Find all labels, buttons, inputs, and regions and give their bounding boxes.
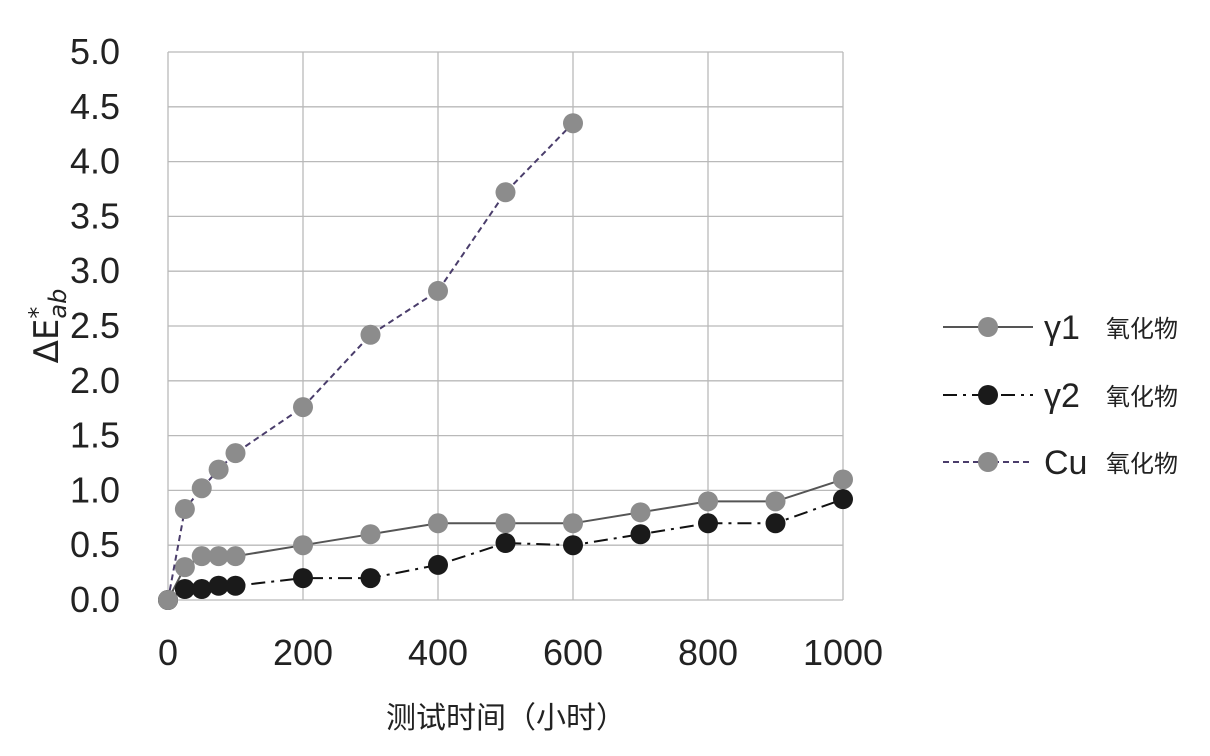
data-point — [428, 554, 448, 575]
legend-item: γ1 氧化物 — [943, 309, 1178, 347]
data-point — [495, 182, 516, 203]
x-tick-label: 0 — [158, 632, 178, 673]
y-tick-label: 3.5 — [70, 195, 120, 236]
y-tick-label: 4.0 — [70, 141, 120, 182]
data-point — [174, 579, 195, 600]
y-axis-title: ΔE*ab — [24, 289, 72, 364]
y-tick-label: 4.5 — [70, 86, 120, 127]
y-tick-label: 2.0 — [70, 360, 120, 401]
y-tick-label: 5.0 — [70, 31, 120, 72]
data-point — [208, 575, 229, 596]
legend-series-suffix: 氧化物 — [1106, 315, 1178, 343]
x-tick-label: 200 — [273, 632, 333, 673]
data-point — [191, 546, 212, 567]
data-point — [428, 513, 448, 534]
data-point — [225, 546, 246, 567]
legend-item: γ2 氧化物 — [943, 377, 1178, 415]
x-tick-label: 800 — [678, 632, 738, 673]
data-point — [833, 489, 853, 510]
y-tick-label: 2.5 — [70, 305, 120, 346]
data-point — [158, 590, 178, 610]
legend: γ1 氧化物 γ2 氧化物 Cu 氧化物 — [943, 309, 1178, 482]
x-tick-label: 400 — [408, 632, 468, 673]
series-1 — [158, 489, 853, 610]
data-point — [293, 568, 313, 589]
y-axis-title-superscript: * — [24, 307, 52, 319]
x-axis-title: 测试时间（小时） — [386, 701, 626, 736]
data-point — [360, 568, 381, 589]
data-point — [765, 513, 786, 534]
data-point — [174, 557, 195, 578]
data-point — [630, 524, 651, 545]
data-point — [563, 535, 583, 556]
data-point — [225, 443, 246, 464]
legend-series-name: γ1 — [1044, 309, 1080, 347]
y-axis-title-subscript: ab — [44, 289, 72, 319]
series-2 — [158, 113, 583, 610]
data-point — [495, 513, 516, 534]
legend-swatch-marker — [978, 385, 998, 405]
data-point — [174, 499, 195, 520]
data-point — [360, 524, 381, 545]
data-point — [225, 575, 246, 596]
y-tick-labels: 0.0 0.5 1.0 1.5 2.0 2.5 3.0 3.5 4.0 4.5 5.0 — [70, 31, 120, 620]
data-point — [191, 478, 212, 499]
series-line — [167, 122, 574, 601]
data-point — [563, 513, 583, 534]
x-tick-label: 1000 — [803, 632, 883, 673]
data-point — [495, 533, 516, 554]
data-point — [630, 502, 651, 523]
y-axis-title-main: ΔE — [27, 319, 67, 364]
y-tick-label: 1.0 — [70, 469, 120, 510]
data-point — [765, 491, 786, 512]
legend-swatch-marker — [978, 452, 998, 472]
legend-series-suffix: 氧化物 — [1106, 450, 1178, 478]
data-point — [428, 280, 448, 301]
y-tick-label: 0.5 — [70, 524, 120, 565]
legend-swatch-marker — [978, 317, 998, 337]
data-point — [360, 324, 381, 345]
data-point — [698, 491, 718, 512]
legend-item: Cu 氧化物 — [943, 444, 1178, 482]
legend-series-name: Cu — [1044, 444, 1087, 482]
data-point — [563, 113, 583, 134]
x-tick-label: 600 — [543, 632, 603, 673]
series-0 — [158, 469, 853, 610]
y-tick-label: 3.0 — [70, 250, 120, 291]
legend-series-name: γ2 — [1044, 377, 1080, 415]
data-point — [293, 397, 313, 418]
data-point — [293, 535, 313, 556]
x-tick-labels: 0 200 400 600 800 1000 — [158, 632, 883, 673]
gridlines — [167, 51, 844, 601]
data-point — [698, 513, 718, 534]
data-point — [208, 459, 229, 480]
y-tick-label: 1.5 — [70, 415, 120, 456]
legend-series-suffix: 氧化物 — [1106, 383, 1178, 411]
data-point — [833, 469, 853, 490]
series-layer — [158, 113, 853, 610]
y-tick-label: 0.0 — [70, 579, 120, 620]
data-point — [208, 546, 229, 567]
data-point — [191, 579, 212, 600]
